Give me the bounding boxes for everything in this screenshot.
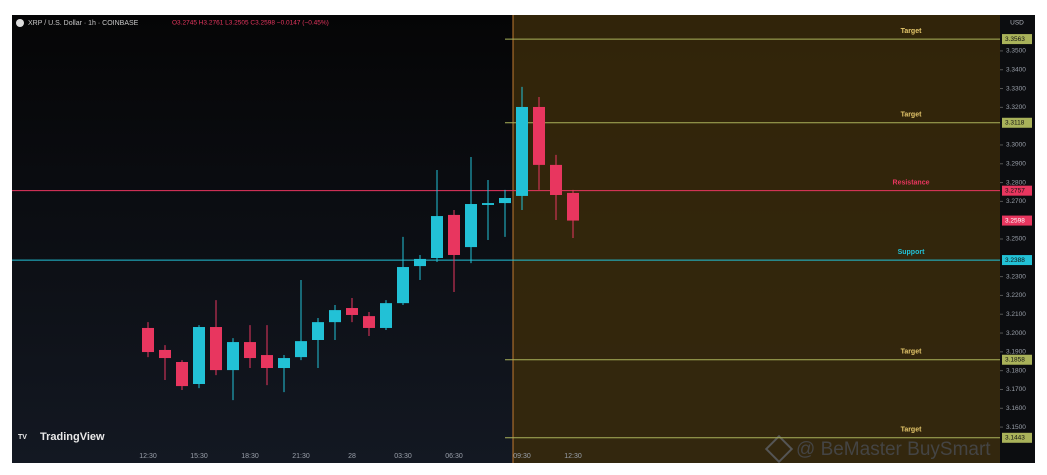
candle-body: [142, 327, 154, 353]
current-price-box: [1002, 215, 1032, 226]
candle-body: [431, 216, 443, 258]
y-tick-label: 3.2700: [1006, 198, 1026, 205]
level-price: 3.1443: [1005, 435, 1025, 442]
y-tick-label: 3.2800: [1006, 179, 1026, 186]
level-price-box: [1002, 255, 1032, 266]
level-name: Support: [898, 249, 925, 256]
level-price-box: [1002, 354, 1032, 365]
candle-body: [363, 316, 375, 328]
candle-body: [312, 322, 324, 340]
candle-body: [176, 362, 188, 387]
y-tick-label: 3.3200: [1006, 104, 1026, 111]
candle-body: [329, 310, 341, 323]
y-tick-label: 3.1500: [1006, 424, 1026, 431]
candle-body: [533, 106, 545, 165]
y-tick-label: 3.1800: [1006, 367, 1026, 374]
level-price: 3.3563: [1005, 36, 1025, 43]
x-tick-label: 21:30: [292, 453, 310, 460]
candle-body: [278, 358, 290, 369]
level-price: 3.1858: [1005, 356, 1025, 363]
y-tick-label: 3.2500: [1006, 236, 1026, 243]
level-name: Target: [901, 349, 923, 356]
brand-logo: TV: [18, 434, 27, 441]
candle-body: [516, 106, 528, 196]
candle-body: [295, 341, 307, 358]
y-tick-label: 3.2200: [1006, 292, 1026, 299]
level-price-box: [1002, 185, 1032, 196]
candle-body: [380, 303, 392, 328]
candle-body: [397, 267, 409, 304]
x-tick-label: 12:30: [564, 453, 582, 460]
price-axis: [1000, 15, 1035, 463]
level-price: 3.3118: [1005, 119, 1025, 126]
watermark: @ BeMaster BuySmart: [796, 439, 991, 460]
x-tick-label: 12:30: [139, 453, 157, 460]
candle-body: [550, 164, 562, 195]
ohlc-legend: O3.2745 H3.2761 L3.2505 C3.2598 −0.0147 …: [172, 20, 329, 27]
currency: USD: [1010, 20, 1024, 27]
candle-body: [346, 308, 358, 315]
level-price: 3.2388: [1005, 257, 1025, 264]
x-tick-label: 06:30: [445, 453, 463, 460]
x-tick-label: 18:30: [241, 453, 259, 460]
y-tick-label: 3.3400: [1006, 66, 1026, 73]
candle-body: [210, 327, 222, 371]
candle-body: [499, 197, 511, 204]
level-name: Target: [901, 28, 923, 35]
x-tick-label: 09:30: [513, 453, 531, 460]
candle-body: [414, 258, 426, 267]
x-tick-label: 28: [348, 453, 356, 460]
symbol-icon: [16, 19, 24, 27]
y-tick-label: 3.1700: [1006, 386, 1026, 393]
y-tick-label: 3.3500: [1006, 48, 1026, 55]
current-price: 3.2598: [1005, 217, 1025, 224]
y-tick-label: 3.2900: [1006, 160, 1026, 167]
y-tick-label: 3.2000: [1006, 330, 1026, 337]
y-tick-label: 3.2100: [1006, 311, 1026, 318]
candle-body: [244, 342, 256, 359]
candle-body: [261, 355, 273, 369]
candle-body: [227, 342, 239, 371]
level-name: Target: [901, 112, 923, 119]
brand: TradingView: [40, 431, 105, 443]
candle-body: [465, 204, 477, 248]
candle-body: [482, 203, 494, 205]
chart-title: XRP / U.S. Dollar · 1h · COINBASE: [28, 20, 139, 27]
level-price-box: [1002, 117, 1032, 128]
level-name: Target: [901, 427, 923, 434]
level-price-box: [1002, 432, 1032, 443]
y-tick-label: 3.1600: [1006, 405, 1026, 412]
candle-body: [567, 192, 579, 221]
session-highlight: [513, 15, 1000, 463]
candle-body: [159, 349, 171, 359]
candle-body: [448, 214, 460, 255]
y-tick-label: 3.3300: [1006, 85, 1026, 92]
y-tick-label: 3.1900: [1006, 349, 1026, 356]
y-tick-label: 3.3000: [1006, 142, 1026, 149]
candle-body: [193, 327, 205, 385]
watermark-icon: [764, 434, 794, 464]
x-tick-label: 03:30: [394, 453, 412, 460]
y-tick-label: 3.2300: [1006, 273, 1026, 280]
level-price-box: [1002, 34, 1032, 45]
level-price: 3.2757: [1005, 187, 1025, 194]
level-name: Resistance: [893, 180, 930, 187]
x-tick-label: 15:30: [190, 453, 208, 460]
